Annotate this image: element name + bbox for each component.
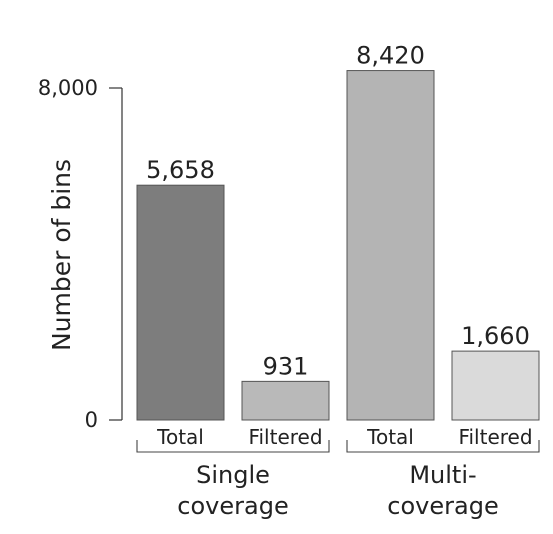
category-label: Total (366, 425, 414, 449)
group-bracket (346, 440, 540, 453)
bar (346, 70, 435, 421)
bar-value-label: 931 (263, 352, 309, 380)
bar (241, 380, 330, 421)
category-label: Filtered (248, 425, 322, 449)
category-label: Total (156, 425, 204, 449)
labels-layer: 5,658 Total 931 Filtered Single coverage 8,420… (136, 42, 540, 520)
y-tick-label: 8,000 (38, 76, 98, 100)
bar-value-label: 8,420 (356, 42, 425, 70)
group-label: Single (196, 461, 270, 489)
y-axis-title: Number of bins (47, 159, 76, 351)
group-label: Multi- (409, 461, 476, 489)
bar-value-label: 5,658 (146, 156, 215, 184)
y-axis: 0 8,000 (38, 76, 123, 432)
y-tick-label: 0 (85, 408, 98, 432)
group-bracket (136, 440, 330, 453)
bars-layer (136, 70, 540, 421)
bar (451, 350, 540, 421)
bar (136, 184, 225, 421)
group-label: coverage (387, 492, 498, 520)
category-label: Filtered (458, 425, 532, 449)
bar-value-label: 1,660 (461, 322, 530, 350)
group-label: coverage (177, 492, 288, 520)
